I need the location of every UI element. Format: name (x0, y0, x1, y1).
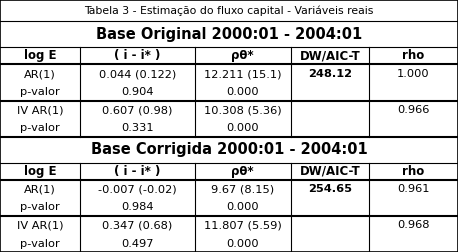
Text: 0.961: 0.961 (397, 184, 430, 194)
Text: 0.000: 0.000 (226, 202, 259, 212)
Text: 0.044 (0.122): 0.044 (0.122) (99, 69, 176, 79)
Text: p-valor: p-valor (20, 123, 60, 133)
Text: 0.497: 0.497 (121, 239, 153, 248)
Text: 0.347 (0.68): 0.347 (0.68) (102, 220, 173, 230)
Text: ρθ*: ρθ* (231, 49, 254, 62)
Text: 0.000: 0.000 (226, 123, 259, 133)
Text: rho: rho (402, 49, 425, 62)
Text: 0.331: 0.331 (121, 123, 154, 133)
Text: 12.211 (15.1): 12.211 (15.1) (204, 69, 282, 79)
Text: 0.904: 0.904 (121, 87, 153, 97)
Text: rho: rho (402, 165, 425, 178)
Text: 254.65: 254.65 (308, 184, 352, 194)
Text: Base Corrigida 2000:01 - 2004:01: Base Corrigida 2000:01 - 2004:01 (91, 142, 367, 157)
Text: 0.000: 0.000 (226, 239, 259, 248)
Text: DW/AIC-T: DW/AIC-T (300, 49, 360, 62)
Text: 0.966: 0.966 (397, 105, 430, 115)
Text: ( i - i* ): ( i - i* ) (114, 49, 161, 62)
Text: 0.000: 0.000 (226, 87, 259, 97)
Text: log E: log E (24, 165, 56, 178)
Text: log E: log E (24, 49, 56, 62)
Text: 11.807 (5.59): 11.807 (5.59) (204, 220, 282, 230)
Text: p-valor: p-valor (20, 87, 60, 97)
Text: Tabela 3 - Estimação do fluxo capital - Variáveis reais: Tabela 3 - Estimação do fluxo capital - … (84, 6, 374, 16)
Text: p-valor: p-valor (20, 239, 60, 248)
Text: IV AR(1): IV AR(1) (17, 105, 63, 115)
Text: 0.968: 0.968 (397, 220, 430, 230)
Text: 10.308 (5.36): 10.308 (5.36) (204, 105, 282, 115)
Text: p-valor: p-valor (20, 202, 60, 212)
Text: 248.12: 248.12 (308, 69, 352, 79)
Text: 9.67 (8.15): 9.67 (8.15) (211, 184, 274, 194)
Text: -0.007 (-0.02): -0.007 (-0.02) (98, 184, 177, 194)
Text: Base Original 2000:01 - 2004:01: Base Original 2000:01 - 2004:01 (96, 27, 362, 42)
Text: 0.984: 0.984 (121, 202, 153, 212)
Text: ρθ*: ρθ* (231, 165, 254, 178)
Text: IV AR(1): IV AR(1) (17, 220, 63, 230)
Text: ( i - i* ): ( i - i* ) (114, 165, 161, 178)
Text: AR(1): AR(1) (24, 184, 56, 194)
Text: 1.000: 1.000 (397, 69, 430, 79)
Text: DW/AIC-T: DW/AIC-T (300, 165, 360, 178)
Text: 0.607 (0.98): 0.607 (0.98) (102, 105, 173, 115)
Text: AR(1): AR(1) (24, 69, 56, 79)
